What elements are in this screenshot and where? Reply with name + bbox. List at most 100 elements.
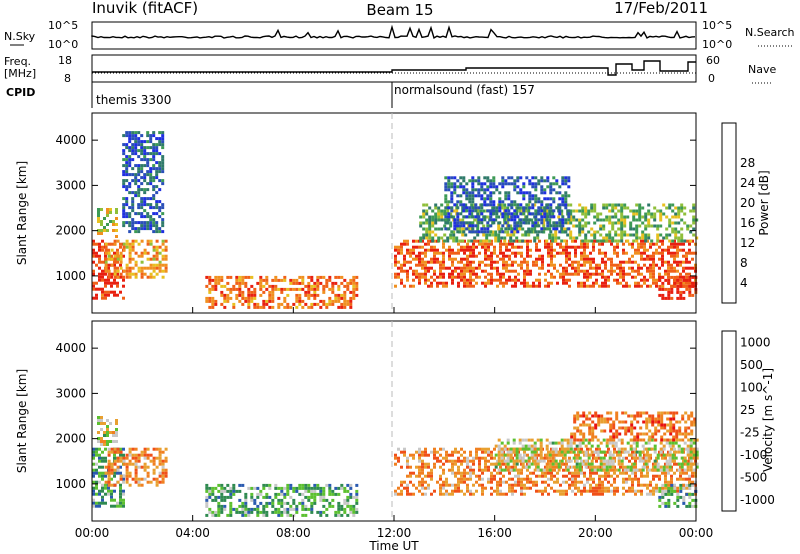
heatmap-cell-1	[140, 453, 144, 457]
heatmap-cell-4	[307, 275, 311, 279]
heatmap-cell-5	[460, 272, 463, 276]
heatmap-cell-5	[586, 254, 589, 258]
heatmap-cell-5	[403, 284, 406, 288]
heatmap-cell-5	[560, 438, 564, 442]
heatmap-cell-3	[301, 513, 305, 517]
heatmap-cell-5	[583, 254, 586, 258]
heatmap-cell-1	[110, 248, 114, 252]
heatmap-cell-1	[152, 459, 156, 463]
heatmap-cell-4	[274, 284, 278, 288]
heatmap-cell-3	[146, 146, 150, 150]
heatmap-cell-4	[499, 471, 502, 475]
heatmap-cell-3	[250, 507, 254, 511]
heatmap-cell-1	[155, 266, 159, 270]
heatmap-cell-3	[301, 492, 305, 496]
heatmap-cell-4	[535, 465, 538, 469]
heatmap-cell-3	[128, 173, 132, 177]
heatmap-cell-6	[605, 206, 609, 210]
heatmap-cell-3	[313, 495, 317, 499]
heatmap-cell-7	[456, 218, 460, 222]
heatmap-cell-5	[527, 465, 531, 469]
heatmap-cell-5	[500, 459, 504, 463]
heatmap-cell-5	[523, 269, 526, 273]
heatmap-cell-6	[512, 212, 516, 216]
heatmap-cell-5	[688, 242, 691, 246]
heatmap-cell-3	[161, 161, 165, 165]
heatmap-cell-1	[137, 483, 141, 487]
heatmap-cell-3	[334, 486, 338, 490]
heatmap-cell-5	[514, 260, 517, 264]
heatmap-cell-5	[631, 260, 634, 264]
heatmap-cell-5	[601, 260, 604, 264]
heatmap-cell-6	[452, 209, 456, 213]
heatmap-cell-4	[589, 468, 592, 472]
heatmap-cell-6	[569, 203, 573, 207]
heatmap-cell-5	[457, 281, 460, 285]
heatmap-cell-3	[161, 140, 165, 144]
heatmap-cell-5	[691, 257, 694, 261]
heatmap-cell-3	[149, 137, 153, 141]
heatmap-cell-8	[691, 293, 695, 297]
heatmap-cell-6	[452, 236, 456, 240]
heatmap-cell-4	[499, 492, 502, 496]
power-ylabel: Slant Range [km]	[15, 161, 29, 265]
heatmap-cell-4	[565, 474, 568, 478]
heatmap-cell-0	[101, 471, 104, 475]
heatmap-cell-7	[555, 227, 559, 231]
heatmap-cell-4	[493, 462, 496, 466]
heatmap-cell-4	[595, 471, 598, 475]
heatmap-cell-7	[540, 215, 544, 219]
heatmap-cell-3	[319, 498, 323, 502]
heatmap-cell-6	[569, 212, 573, 216]
heatmap-cell-4	[538, 489, 541, 493]
heatmap-cell-6	[545, 209, 549, 213]
heatmap-cell-5	[575, 462, 579, 466]
heatmap-cell-5	[656, 462, 660, 466]
heatmap-cell-4	[526, 474, 529, 478]
heatmap-cell-1	[107, 480, 111, 484]
heatmap-cell-7	[531, 221, 535, 225]
heatmap-cell-7	[456, 215, 460, 219]
heatmap-cell-7	[537, 197, 541, 201]
heatmap-cell-5	[394, 254, 397, 258]
heatmap-cell-4	[448, 468, 451, 472]
heatmap-cell-6	[488, 239, 492, 243]
heatmap-cell-3	[343, 507, 347, 511]
heatmap-cell-3	[205, 495, 209, 499]
heatmap-cell-3	[143, 140, 147, 144]
heatmap-cell-4	[424, 453, 427, 457]
heatmap-cell-6	[539, 212, 543, 216]
heatmap-cell-4	[607, 447, 610, 451]
heatmap-cell-6	[585, 414, 589, 418]
heatmap-cell-5	[599, 462, 603, 466]
heatmap-cell-4	[625, 477, 628, 481]
heatmap-cell-3	[277, 492, 281, 496]
heatmap-cell-5	[442, 242, 445, 246]
heatmap-cell-1	[140, 272, 144, 276]
heatmap-cell-4	[328, 278, 332, 282]
heatmap-cell-3	[140, 149, 144, 153]
heatmap-cell-4	[460, 462, 463, 466]
heatmap-cell-4	[688, 459, 691, 463]
heatmap-cell-3	[152, 176, 156, 180]
heatmap-cell-1	[143, 465, 147, 469]
heatmap-cell-5	[548, 450, 552, 454]
heatmap-cell-6	[656, 224, 660, 228]
heatmap-cell-5	[421, 251, 424, 255]
heatmap-cell-4	[214, 284, 218, 288]
heatmap-cell-4	[577, 474, 580, 478]
nsky-tick-bottom: 10^0	[48, 38, 78, 51]
heatmap-cell-2	[115, 440, 118, 443]
heatmap-cell-5	[665, 441, 669, 445]
heatmap-cell-3	[244, 498, 248, 502]
heatmap-cell-6	[581, 224, 585, 228]
heatmap-cell-4	[520, 486, 523, 490]
heatmap-cell-7	[507, 224, 511, 228]
heatmap-cell-5	[511, 284, 514, 288]
heatmap-cell-6	[596, 218, 600, 222]
heatmap-cell-7	[471, 188, 475, 192]
heatmap-cell-7	[534, 185, 538, 189]
heatmap-cell-5	[685, 266, 688, 270]
heatmap-cell-5	[466, 257, 469, 261]
heatmap-cell-7	[444, 185, 448, 189]
